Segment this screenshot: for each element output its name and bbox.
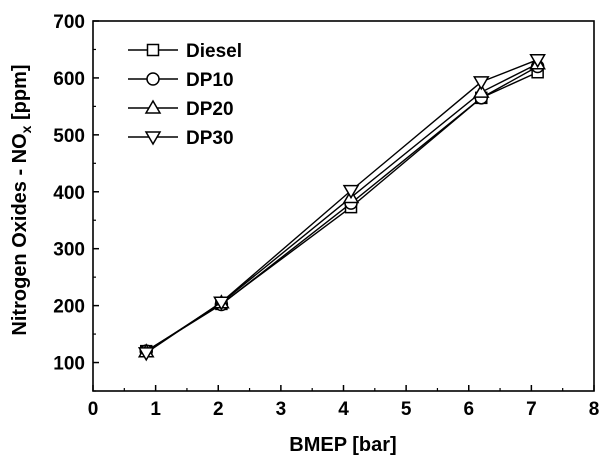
legend-marker-dp10 (146, 72, 160, 86)
x-tick-label: 3 (276, 399, 287, 420)
data-point-dp30 (529, 53, 546, 69)
y-axis-title: Nitrogen Oxides - NOx [ppm] (9, 64, 34, 335)
legend-marker-dp20 (144, 99, 162, 114)
x-tick-label: 8 (589, 399, 600, 420)
x-tick-label: 4 (338, 399, 349, 420)
y-tick-label: 300 (53, 240, 85, 261)
legend-marker-diesel (146, 43, 160, 57)
legend-label-dp20: DP20 (186, 99, 234, 120)
x-tick-label: 6 (463, 399, 474, 420)
y-tick-label: 700 (53, 12, 85, 33)
y-axis: 100 200 300 400 500 600 700 (53, 12, 99, 392)
y-tick-label: 200 (53, 297, 85, 318)
data-point-dp30 (213, 296, 230, 311)
data-point-dp30 (342, 184, 360, 200)
x-axis: 0 1 2 3 4 5 6 7 8 (88, 385, 600, 420)
legend-item-dp20: DP20 (128, 99, 234, 120)
y-tick-label: 500 (53, 126, 85, 147)
legend-item-dp30: DP30 (128, 128, 234, 149)
legend-label-dp10: DP10 (186, 70, 234, 91)
x-tick-label: 0 (88, 399, 99, 420)
x-tick-label: 1 (150, 399, 161, 420)
series-dp30 (137, 53, 546, 362)
data-point-dp30 (137, 347, 155, 362)
legend-label-diesel: Diesel (186, 41, 242, 62)
data-point-dp20 (472, 83, 490, 98)
y-tick-label: 100 (53, 354, 85, 375)
y-tick-label: 600 (53, 69, 85, 90)
x-tick-label: 7 (526, 399, 537, 420)
legend-marker-dp30 (144, 131, 162, 146)
legend-label-dp30: DP30 (186, 128, 234, 149)
x-tick-label: 5 (401, 399, 412, 420)
series-layer (137, 53, 546, 362)
x-axis-title: BMEP [bar] (289, 434, 396, 456)
legend: Diesel DP10 DP20 DP30 (128, 41, 242, 149)
data-point-dp30 (472, 76, 490, 91)
legend-item-diesel: Diesel (128, 41, 242, 62)
y-tick-label: 400 (53, 183, 85, 204)
legend-item-dp10: DP10 (128, 70, 234, 91)
x-tick-label: 2 (213, 399, 224, 420)
